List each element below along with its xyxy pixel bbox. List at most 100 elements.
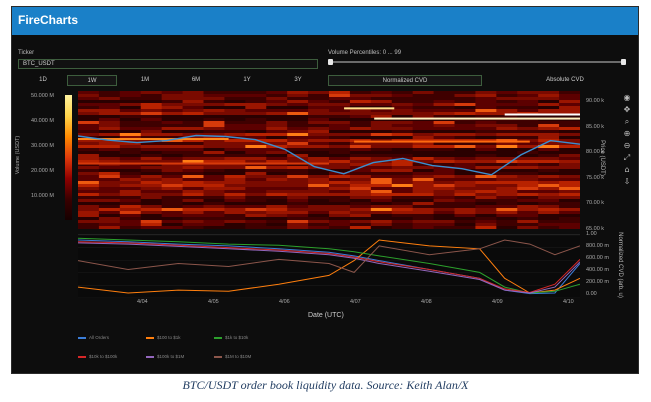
heatmap-cell bbox=[329, 184, 351, 188]
heatmap-cell bbox=[224, 142, 246, 146]
heatmap-cell bbox=[454, 205, 476, 209]
reset-axes-icon[interactable]: ⌂ bbox=[624, 165, 630, 174]
slider-handle-max[interactable] bbox=[621, 59, 626, 65]
legend-item[interactable]: $1M to $10M bbox=[214, 354, 251, 359]
timeframe-1d-button[interactable]: 1D bbox=[39, 77, 47, 83]
timeframe-1m-button[interactable]: 1M bbox=[140, 77, 150, 83]
liquidity-heatmap[interactable] bbox=[78, 91, 580, 229]
heatmap-cell bbox=[433, 151, 455, 155]
pan-icon[interactable]: ✥ bbox=[623, 105, 631, 114]
heatmap-cell bbox=[266, 157, 288, 161]
heatmap-cell bbox=[412, 97, 435, 101]
heatmap-cell bbox=[224, 202, 246, 206]
heatmap-cell bbox=[78, 202, 100, 206]
heatmap-cell bbox=[266, 133, 288, 137]
heatmap-cell bbox=[182, 205, 204, 209]
heatmap-cell bbox=[559, 160, 580, 164]
timeframe-1y-button[interactable]: 1Y bbox=[243, 77, 251, 83]
legend-item[interactable]: $1k to $10k bbox=[214, 335, 248, 340]
heatmap-cell bbox=[329, 172, 351, 176]
heatmap-cell bbox=[329, 127, 351, 131]
heatmap-cell bbox=[538, 208, 560, 212]
heatmap-cell bbox=[287, 124, 309, 128]
heatmap-cell bbox=[559, 208, 580, 212]
timeframe-3y-button[interactable]: 3Y bbox=[294, 77, 302, 83]
heatmap-cell bbox=[496, 91, 518, 95]
zoom-icon[interactable]: ⌕ bbox=[624, 117, 630, 126]
heatmap-cell bbox=[287, 217, 309, 221]
normalized-cvd-button[interactable]: Normalized CVD bbox=[328, 75, 482, 86]
ticker-input[interactable]: BTC_USDT bbox=[18, 59, 318, 69]
heatmap-cell bbox=[245, 94, 267, 98]
heatmap-cell bbox=[559, 115, 580, 119]
heatmap-cell bbox=[203, 199, 225, 203]
heatmap-cell bbox=[182, 130, 204, 134]
autoscale-icon[interactable]: ⤢ bbox=[623, 153, 631, 162]
heatmap-cell bbox=[370, 226, 393, 229]
heatmap-cell bbox=[78, 199, 100, 203]
heatmap-cell bbox=[370, 130, 393, 134]
heatmap-cell bbox=[559, 154, 580, 158]
legend-item[interactable]: All Orders bbox=[78, 335, 109, 340]
zoom-in-icon[interactable]: ⊕ bbox=[623, 129, 631, 138]
heatmap-cell bbox=[391, 199, 414, 203]
heatmap-cell bbox=[78, 220, 100, 224]
heatmap-cell bbox=[517, 220, 539, 224]
heatmap-cell bbox=[454, 136, 476, 140]
heatmap-cell bbox=[161, 106, 184, 110]
heatmap-cell bbox=[538, 166, 560, 170]
heatmap-cell bbox=[161, 139, 184, 143]
heatmap-cell bbox=[559, 205, 580, 209]
heatmap-cell bbox=[329, 211, 351, 215]
download-icon[interactable]: ⇩ bbox=[623, 177, 631, 186]
zoom-out-icon[interactable]: ⊖ bbox=[623, 141, 631, 150]
legend-item[interactable]: $10k to $100k bbox=[78, 354, 117, 359]
plotly-logo-icon[interactable]: ◉ bbox=[623, 93, 631, 102]
heatmap-cell bbox=[559, 199, 580, 203]
heatmap-cell bbox=[119, 184, 142, 188]
heatmap-cell bbox=[266, 142, 288, 146]
heatmap-cell bbox=[412, 112, 435, 116]
legend-item[interactable]: $100k to $1M bbox=[146, 354, 184, 359]
heatmap-cell bbox=[370, 178, 393, 182]
heatmap-cell bbox=[308, 151, 330, 155]
heatmap-cell bbox=[287, 133, 309, 137]
heatmap-cell bbox=[287, 184, 309, 188]
heatmap-cell bbox=[245, 112, 267, 116]
cvd-chart[interactable] bbox=[77, 234, 581, 299]
heatmap-cell bbox=[412, 208, 435, 212]
heatmap-cell bbox=[161, 184, 184, 188]
heatmap-cell bbox=[433, 199, 455, 203]
heatmap-cell bbox=[287, 157, 309, 161]
heatmap-cell bbox=[140, 115, 163, 119]
timeframe-1w-button[interactable]: 1W bbox=[67, 75, 117, 86]
heatmap-cell bbox=[161, 223, 184, 227]
heatmap-cell bbox=[266, 109, 288, 113]
heatmap-cell bbox=[329, 196, 351, 200]
timeframe-6m-button[interactable]: 6M bbox=[191, 77, 201, 83]
absolute-cvd-button[interactable]: Absolute CVD bbox=[546, 77, 584, 83]
slider-handle-min[interactable] bbox=[328, 59, 333, 65]
heatmap-cell bbox=[412, 199, 435, 203]
legend-item[interactable]: $100 to $1k bbox=[146, 335, 181, 340]
heatmap-cell bbox=[538, 196, 560, 200]
heatmap-cell bbox=[329, 223, 351, 227]
heatmap-cell bbox=[538, 223, 560, 227]
heatmap-cell bbox=[496, 109, 518, 113]
heatmap-cell bbox=[98, 112, 121, 116]
heatmap-cell bbox=[140, 211, 163, 215]
volume-percentile-slider[interactable] bbox=[328, 59, 626, 65]
date-axis-title: Date (UTC) bbox=[308, 312, 344, 319]
heatmap-cell bbox=[78, 154, 100, 158]
heatmap-cell bbox=[287, 226, 309, 229]
heatmap-cell bbox=[203, 214, 225, 218]
heatmap-cell bbox=[98, 103, 121, 107]
heatmap-cell bbox=[475, 148, 497, 152]
heatmap-cell bbox=[287, 169, 309, 173]
heatmap-cell bbox=[245, 190, 267, 194]
heatmap-cell bbox=[475, 91, 497, 95]
heatmap-cell bbox=[496, 181, 518, 185]
heatmap-cell bbox=[538, 103, 560, 107]
heatmap-cell bbox=[559, 193, 580, 197]
heatmap-cell bbox=[182, 190, 204, 194]
